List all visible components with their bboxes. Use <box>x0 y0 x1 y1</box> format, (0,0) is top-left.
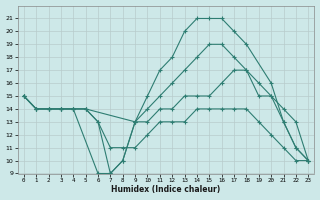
X-axis label: Humidex (Indice chaleur): Humidex (Indice chaleur) <box>111 185 221 194</box>
